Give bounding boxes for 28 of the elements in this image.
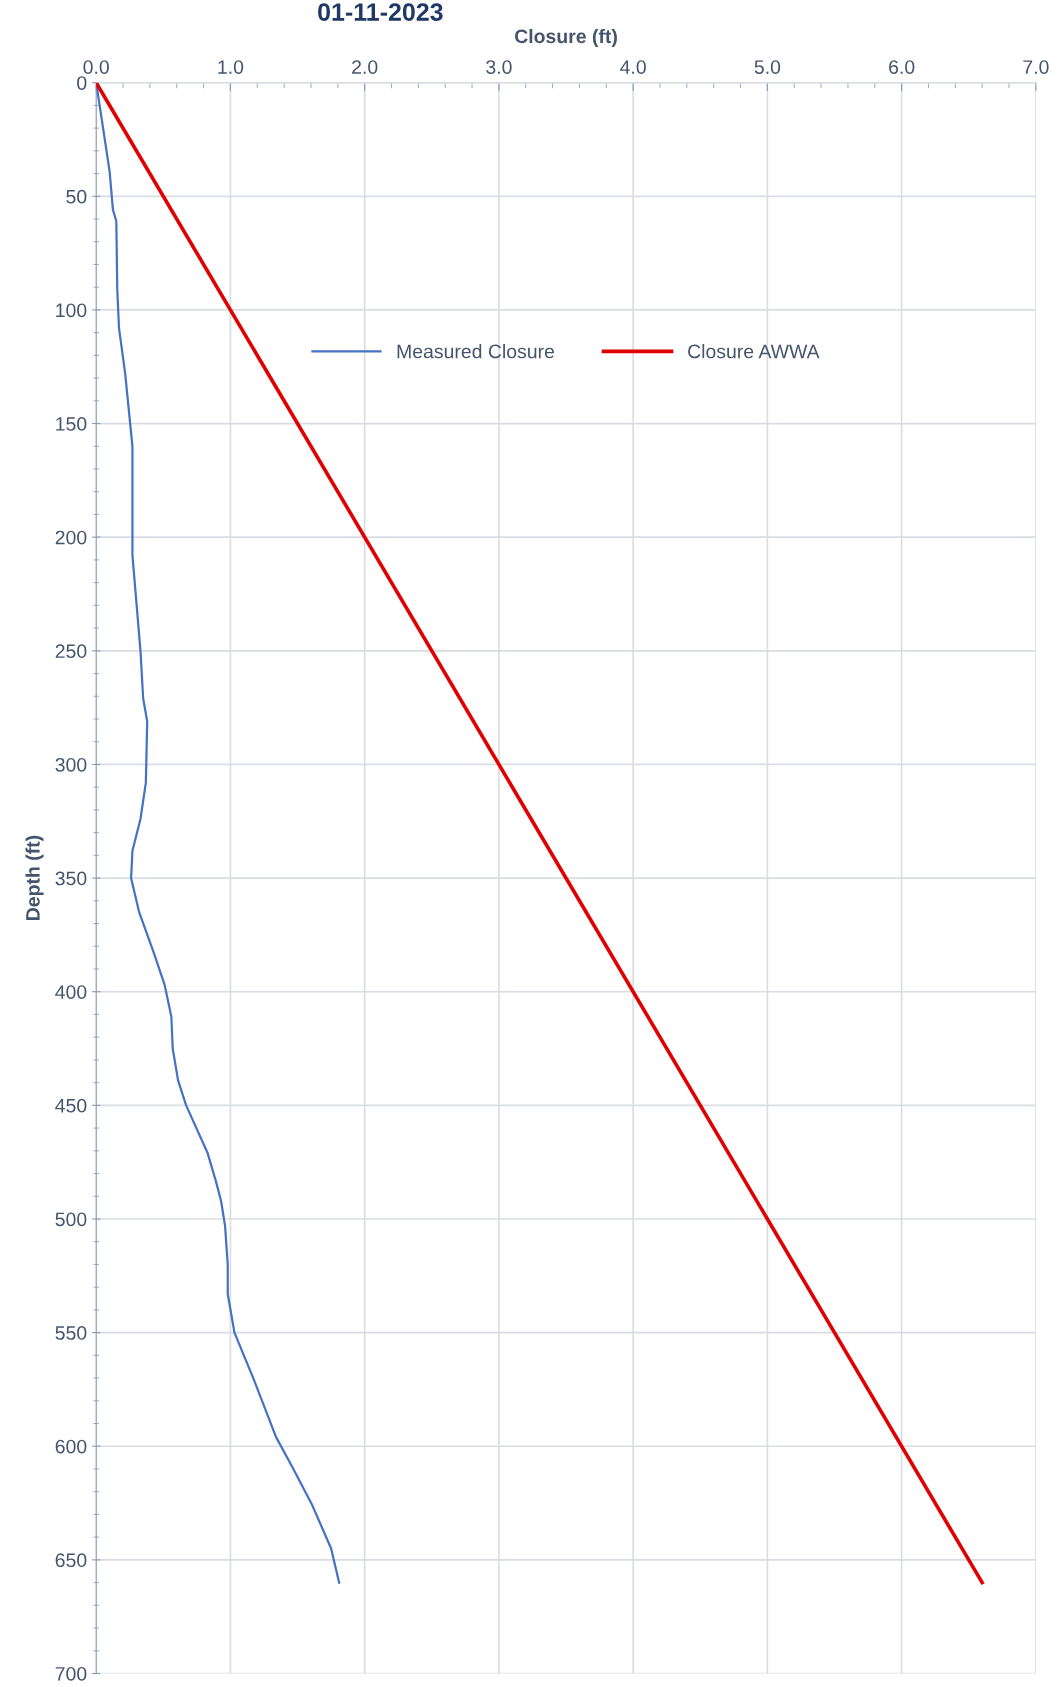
- y-tick-label: 350: [55, 871, 87, 886]
- y-tick-label: 450: [55, 1098, 87, 1113]
- y-tick-label: 400: [55, 985, 87, 999]
- y-tick-label: 500: [55, 1212, 87, 1227]
- y-tick-label: 100: [56, 303, 87, 318]
- x-tick-label: 1.0: [218, 60, 244, 74]
- y-tick-label: 0: [77, 76, 87, 90]
- y-tick-label: 600: [55, 1439, 87, 1454]
- y-tick-label: 550: [55, 1326, 87, 1340]
- x-tick-label: 7.0: [1023, 60, 1049, 74]
- x-tick-label: 5.0: [754, 60, 781, 74]
- x-tick-label: 0.0: [83, 60, 109, 74]
- y-tick-label: 300: [55, 757, 87, 772]
- x-axis-title: Closure (ft): [514, 28, 617, 48]
- x-tick-label: 2.0: [352, 60, 378, 74]
- x-tick-label: 3.0: [486, 60, 512, 74]
- legend-label: Closure AWWA: [688, 344, 820, 359]
- y-tick-label: 650: [55, 1553, 87, 1568]
- y-tick-label: 200: [55, 530, 87, 545]
- y-tick-label: 150: [56, 417, 87, 431]
- y-tick-label: 700: [55, 1666, 87, 1681]
- legend-label: Measured Closure: [397, 344, 555, 359]
- x-tick-label: 4.0: [620, 60, 646, 74]
- y-tick-label: 250: [55, 644, 87, 659]
- chart-title: 01-11-2023: [318, 3, 443, 21]
- y-axis-title: Depth (ft): [25, 835, 44, 920]
- x-tick-label: 6.0: [889, 60, 915, 74]
- y-tick-label: 50: [66, 189, 87, 204]
